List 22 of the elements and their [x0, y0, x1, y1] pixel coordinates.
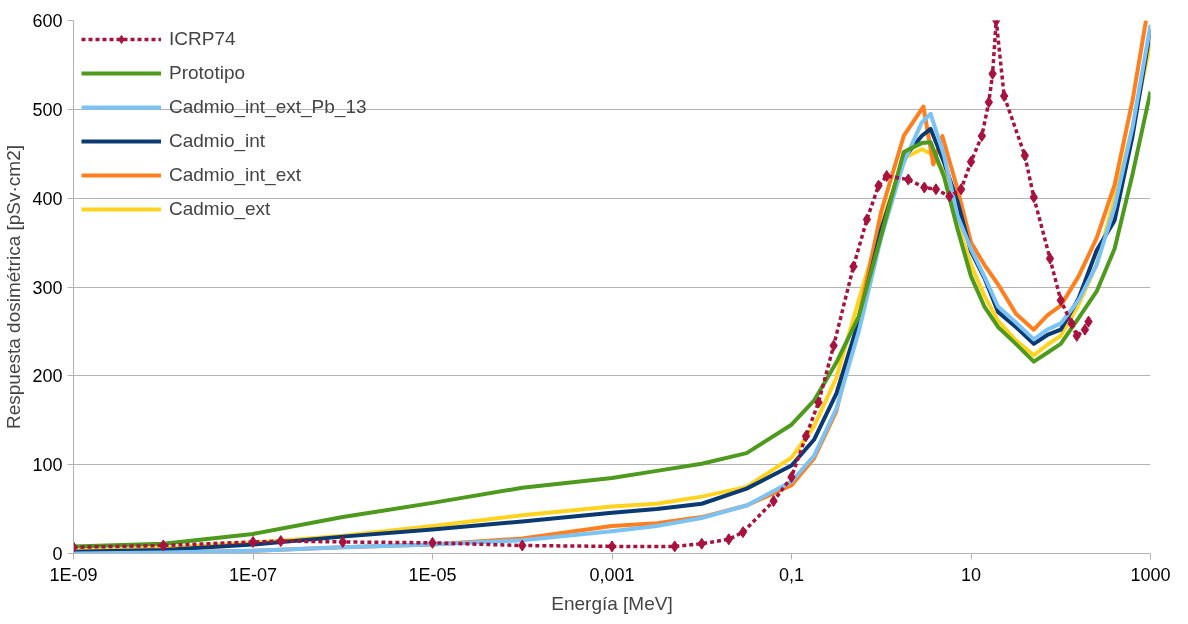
- x-tick-label: 1E-09: [49, 564, 98, 585]
- legend-label: Cadmio_ext: [169, 198, 271, 220]
- y-tick-label: 500: [32, 99, 63, 120]
- y-tick-label: 300: [32, 277, 63, 298]
- x-tick-label: 1E-07: [228, 564, 278, 585]
- legend-label: Cadmio_int_ext_Pb_13: [169, 96, 367, 118]
- x-tick-label: 1000: [1130, 564, 1171, 585]
- x-tick-label: 10: [960, 564, 982, 585]
- x-tick-label: 0,1: [778, 564, 805, 585]
- y-tick-label: 100: [32, 455, 63, 476]
- legend-label: Cadmio_int_ext: [169, 164, 302, 186]
- legend-label: Cadmio_int: [169, 130, 266, 152]
- y-tick-label: 400: [32, 188, 63, 209]
- y-tick-label: 0: [52, 544, 63, 564]
- legend-label: Prototipo: [169, 62, 246, 84]
- legend-label: ICRP74: [169, 28, 236, 50]
- y-tick-label: 600: [32, 11, 63, 31]
- x-axis-title: Energía [MeV]: [551, 592, 673, 614]
- x-tick-label: 0,001: [589, 564, 635, 585]
- y-axis-title: Respuesta dosimétrica [pSv·cm2]: [3, 144, 25, 430]
- y-tick-label: 200: [32, 366, 63, 387]
- x-tick-label: 1E-05: [408, 564, 457, 585]
